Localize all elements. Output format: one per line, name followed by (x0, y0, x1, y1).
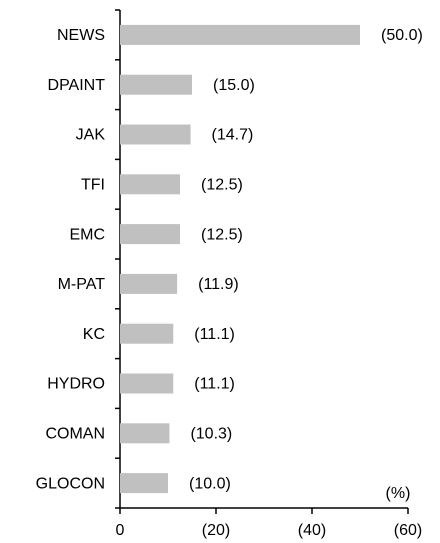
value-label: (11.9) (198, 276, 239, 293)
y-tick-label: KC (83, 326, 105, 343)
value-label: (15.0) (213, 77, 255, 94)
y-tick-label: HYDRO (47, 376, 105, 393)
value-label: (14.7) (212, 127, 254, 144)
x-tick-label: (60) (394, 522, 422, 539)
value-label: (12.5) (201, 226, 243, 243)
value-label: (50.0) (381, 27, 423, 44)
bar (120, 273, 178, 294)
bar (120, 74, 192, 95)
value-label: (12.5) (201, 177, 243, 194)
y-tick-label: M-PAT (58, 276, 106, 293)
value-label: (10.3) (190, 426, 232, 443)
bar (120, 24, 360, 45)
bar (120, 124, 191, 145)
bar (120, 323, 174, 344)
bar (120, 473, 168, 494)
bar (120, 224, 180, 245)
y-tick-label: JAK (76, 127, 106, 144)
y-tick-label: NEWS (57, 27, 105, 44)
value-label: (11.1) (194, 326, 235, 343)
x-tick-label: (40) (298, 522, 326, 539)
bar (120, 423, 170, 444)
x-axis-label: (%) (386, 485, 411, 502)
y-tick-label: DPAINT (48, 77, 106, 94)
bar (120, 373, 174, 394)
y-tick-label: TFI (81, 177, 105, 194)
bar (120, 174, 180, 195)
value-label: (10.0) (189, 475, 231, 492)
value-label: (11.1) (194, 376, 235, 393)
y-tick-label: EMC (69, 226, 105, 243)
y-tick-label: GLOCON (36, 475, 105, 492)
x-tick-label: 0 (116, 522, 125, 539)
y-tick-label: COMAN (45, 426, 105, 443)
x-tick-label: (20) (202, 522, 230, 539)
